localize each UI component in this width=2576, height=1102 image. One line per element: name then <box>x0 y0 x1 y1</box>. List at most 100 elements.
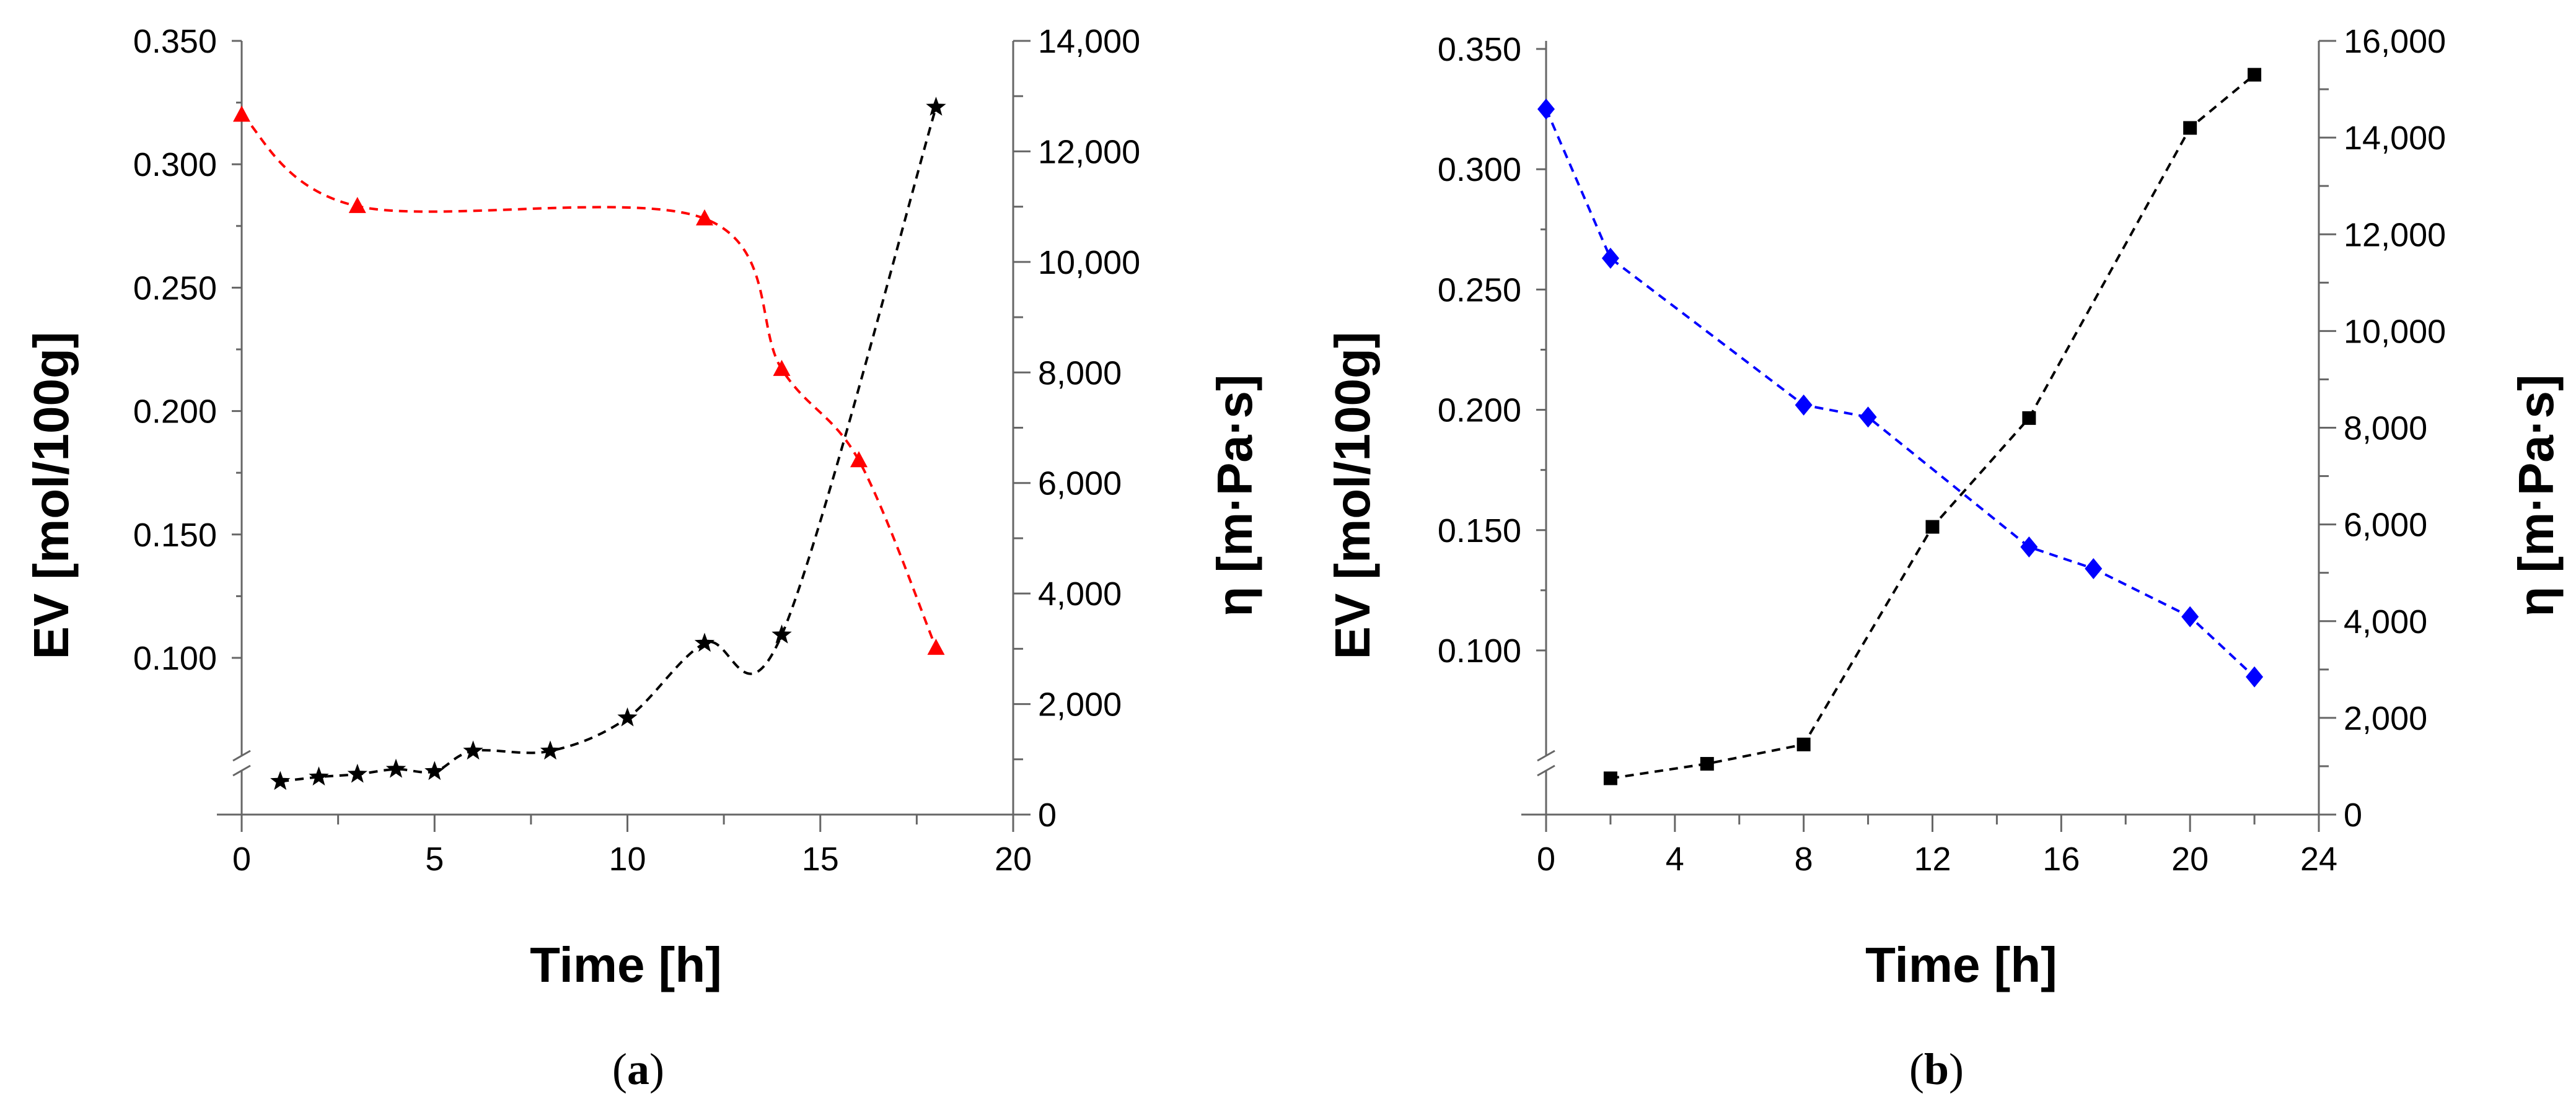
x-axis-title-b: Time [h] <box>1865 937 2057 992</box>
y-left-tick-label-a: 0.250 <box>133 269 217 307</box>
axis-break-mark-b <box>1537 764 1555 777</box>
panel-label-b-letter: b <box>1924 1044 1949 1094</box>
y-right-tick-label-b: 2,000 <box>2344 700 2427 737</box>
data-point-ev-b <box>2246 666 2264 688</box>
data-point-viscosity-a <box>617 707 638 727</box>
markers-b <box>1537 68 2264 785</box>
y-left-tick-label-a: 0.350 <box>133 23 217 60</box>
y-left-tick-label-b: 0.300 <box>1438 151 1521 188</box>
series-line-ev-b <box>1545 108 2256 678</box>
x-tick-label-a: 20 <box>995 841 1032 878</box>
y-left-tick-label-a: 0.100 <box>133 640 217 677</box>
data-point-viscosity-a <box>771 624 792 644</box>
panel-b: 0 4 8 12 16 20 24 0.100 0.150 0.200 0.250 0.300 0.35… <box>1325 23 2564 1094</box>
y-right-tick-label-b: 10,000 <box>2344 313 2446 350</box>
data-point-ev-a <box>348 196 366 213</box>
data-point-viscosity-a <box>385 758 407 778</box>
data-point-ev-a <box>233 105 250 122</box>
x-axis-title-a: Time [h] <box>530 937 722 992</box>
data-point-ev-b <box>1795 394 1813 416</box>
y-right-tick-label-b: 14,000 <box>2344 120 2446 157</box>
y-right-axis-title-a: η [m·Pa·s] <box>1207 374 1262 616</box>
series-line-ev-a <box>240 113 938 649</box>
y-right-tick-label-a: 4,000 <box>1038 575 1122 613</box>
y-right-axis-title-b: η [m·Pa·s] <box>2508 374 2564 616</box>
curves-a <box>240 107 938 783</box>
panel-label-b: (b) <box>1909 1044 1964 1094</box>
x-tick-label-a: 5 <box>425 841 444 878</box>
y-right-tick-label-a: 0 <box>1038 797 1057 834</box>
x-tick-label-b: 20 <box>2171 841 2209 878</box>
y-right-tick-label-a: 2,000 <box>1038 686 1122 724</box>
y-right-tick-label-b: 6,000 <box>2344 507 2427 544</box>
panel-label-a-open: ( <box>612 1044 627 1094</box>
y-left-axis-title-a: EV [mol/100g] <box>24 331 79 659</box>
data-point-ev-a <box>927 639 945 655</box>
y-left-tick-label-a: 0.150 <box>133 517 217 554</box>
data-point-viscosity-b <box>2183 121 2197 135</box>
data-point-viscosity-a <box>694 632 715 652</box>
data-point-ev-a <box>773 359 791 376</box>
y-right-tick-label-a: 10,000 <box>1038 244 1140 281</box>
y-left-tick-label-b: 0.350 <box>1438 31 1521 68</box>
data-point-viscosity-b <box>1700 757 1714 771</box>
ticks-a: 0 5 10 15 20 0.100 0.150 0.200 0.250 0.300 0.350 0 2… <box>133 23 1140 878</box>
data-point-viscosity-b <box>1925 520 1940 534</box>
x-tick-label-a: 15 <box>802 841 839 878</box>
ticks-b: 0 4 8 12 16 20 24 0.100 0.150 0.200 0.250 0.300 0.35… <box>1438 23 2446 878</box>
y-right-tick-label-a: 6,000 <box>1038 465 1122 502</box>
y-right-tick-label-b: 8,000 <box>2344 410 2427 447</box>
x-tick-label-b: 8 <box>1795 841 1813 878</box>
panel-label-b-open: ( <box>1909 1044 1924 1094</box>
data-point-ev-b <box>1859 406 1877 428</box>
x-tick-label-a: 10 <box>609 841 646 878</box>
panel-label-a-close: ) <box>649 1044 664 1094</box>
data-point-viscosity-a <box>309 766 329 786</box>
y-right-tick-label-a: 12,000 <box>1038 133 1140 170</box>
y-right-tick-label-a: 8,000 <box>1038 354 1122 391</box>
y-right-tick-label-b: 16,000 <box>2344 23 2446 60</box>
x-tick-label-b: 24 <box>2300 841 2337 878</box>
data-point-ev-a <box>850 451 868 468</box>
data-point-ev-b <box>1537 98 1555 120</box>
axis-break-mark-a <box>232 750 251 762</box>
panel-label-a: (a) <box>612 1044 664 1094</box>
y-left-axis-title-b: EV [mol/100g] <box>1325 331 1380 659</box>
data-point-ev-b <box>2085 558 2103 579</box>
data-point-viscosity-a <box>424 761 445 781</box>
series-line-viscosity-a <box>280 107 938 783</box>
y-left-tick-label-a: 0.200 <box>133 393 217 431</box>
data-point-viscosity-a <box>926 97 946 116</box>
y-left-tick-label-b: 0.250 <box>1438 271 1521 308</box>
data-point-viscosity-a <box>463 740 483 760</box>
y-left-tick-label-a: 0.300 <box>133 146 217 183</box>
x-tick-label-b: 0 <box>1537 841 1555 878</box>
y-right-tick-label-b: 12,000 <box>2344 216 2446 253</box>
data-point-ev-b <box>2181 606 2199 628</box>
panel-label-a-letter: a <box>627 1044 649 1094</box>
data-point-viscosity-a <box>540 740 561 760</box>
y-left-tick-label-b: 0.150 <box>1438 512 1521 549</box>
markers-a <box>233 97 946 790</box>
data-point-ev-a <box>696 209 713 225</box>
x-tick-label-a: 0 <box>232 841 251 878</box>
data-point-viscosity-a <box>270 771 291 790</box>
data-point-viscosity-b <box>1603 771 1617 785</box>
axis-break-mark-b <box>1537 750 1555 762</box>
x-tick-label-b: 4 <box>1666 841 1684 878</box>
panel-label-b-close: ) <box>1949 1044 1964 1094</box>
data-point-viscosity-b <box>2022 411 2036 425</box>
data-point-ev-b <box>1601 247 1619 269</box>
data-point-viscosity-a <box>347 763 367 783</box>
x-tick-label-b: 16 <box>2042 841 2080 878</box>
data-point-viscosity-b <box>1796 737 1811 751</box>
data-point-ev-b <box>2020 536 2038 558</box>
axis-break-mark-a <box>232 764 251 777</box>
y-right-tick-label-a: 14,000 <box>1038 23 1140 60</box>
x-tick-label-b: 12 <box>1914 841 1951 878</box>
y-right-tick-label-b: 0 <box>2344 797 2362 834</box>
panel-a: 0 5 10 15 20 0.100 0.150 0.200 0.250 0.300 0.350 0 2… <box>24 23 1262 1094</box>
y-left-tick-label-b: 0.200 <box>1438 392 1521 429</box>
